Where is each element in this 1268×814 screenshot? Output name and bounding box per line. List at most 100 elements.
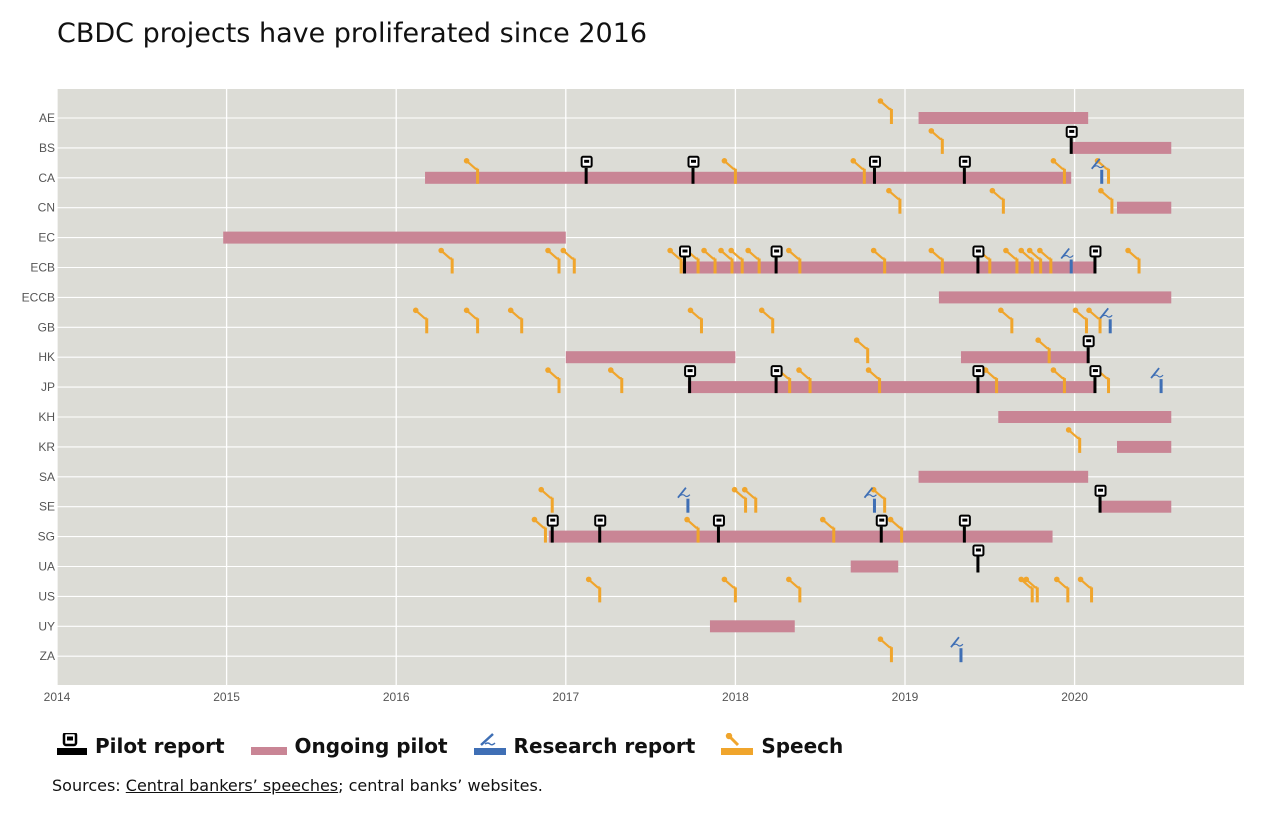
speech-icon (701, 247, 717, 274)
report-marker (879, 526, 883, 543)
research-marker (959, 648, 963, 663)
speech-marker (730, 258, 734, 274)
row-label: CN (38, 201, 55, 215)
row-label: ZA (40, 649, 55, 663)
quill-stroke (1101, 314, 1113, 318)
speech-icon (998, 307, 1014, 334)
row-label: JP (41, 380, 55, 394)
document-screen (687, 369, 693, 373)
document-icon (546, 514, 559, 543)
report-marker (1098, 496, 1102, 513)
quill-stroke (1152, 374, 1164, 378)
speech-marker (862, 168, 866, 184)
speech-marker (696, 258, 700, 274)
document-screen (872, 159, 878, 163)
speech-icon (545, 367, 561, 394)
speech-icon (853, 337, 870, 364)
speech-marker (798, 587, 802, 603)
document-icon (1089, 365, 1102, 394)
speech-icon (545, 247, 561, 274)
x-tick-label: 2019 (892, 690, 919, 704)
row-label: UA (38, 560, 55, 574)
report-marker (976, 257, 980, 274)
speech-icon (531, 516, 547, 543)
report-marker (598, 526, 602, 543)
x-tick-label: 2018 (722, 690, 749, 704)
speech-marker (754, 497, 758, 513)
document-screen (1086, 339, 1092, 343)
sources-link[interactable]: Central bankers’ speeches (125, 776, 339, 795)
speech-marker (1047, 348, 1051, 364)
speech-marker (1137, 258, 1141, 274)
document-screen (691, 159, 696, 163)
gavel-microphone-icon (721, 733, 754, 755)
speech-marker (1090, 587, 1094, 603)
row-label: ECB (30, 261, 55, 275)
x-tick-label: 2015 (213, 690, 240, 704)
document-icon (1082, 335, 1095, 364)
document-icon (687, 155, 700, 184)
quill-pen-icon (1099, 307, 1113, 334)
document-icon (57, 733, 87, 755)
speech-marker (1062, 378, 1066, 394)
legend-item-pilot-report: Pilot report (55, 733, 225, 759)
document-icon (875, 514, 888, 543)
quill-pen-icon (1150, 367, 1164, 394)
x-tick-label: 2014 (44, 690, 71, 704)
report-marker (872, 167, 876, 184)
quill-pen-icon (473, 733, 506, 755)
document-screen (1098, 488, 1104, 492)
speech-marker (1030, 258, 1034, 274)
ongoing-pilot-bar (709, 620, 795, 633)
document-screen (975, 249, 981, 253)
speech-icon (1086, 307, 1102, 334)
x-tick-label: 2017 (552, 690, 579, 704)
speech-icon (1026, 247, 1043, 274)
x-axis: 2014 2015 2016 2017 2018 2019 2020 (44, 690, 1089, 704)
speech-marker (1107, 378, 1111, 394)
quill-shaft (950, 636, 960, 648)
speech-icon (1050, 158, 1066, 184)
speech-marker (476, 318, 480, 334)
speech-marker (557, 258, 561, 274)
speech-marker (476, 168, 480, 184)
row-label: SG (38, 530, 55, 544)
speech-icon (786, 576, 802, 603)
speech-marker (808, 378, 812, 394)
speech-icon (667, 247, 683, 274)
quill-pen-icon (677, 487, 691, 513)
ongoing-pilot-bar (1100, 500, 1172, 513)
x-tick-label: 2016 (383, 690, 410, 704)
speech-marker (1062, 168, 1066, 184)
speech-icon (850, 158, 866, 184)
speech-marker (1049, 258, 1053, 274)
sources-note: Sources: Central bankers’ speeches; cent… (52, 776, 543, 795)
speech-marker (832, 527, 836, 543)
speech-marker (1084, 318, 1088, 334)
speech-marker (1110, 198, 1114, 214)
document-screen (1092, 249, 1098, 253)
document-icon (712, 514, 725, 543)
report-marker (774, 377, 778, 394)
speech-marker (940, 258, 944, 274)
speech-marker (744, 497, 748, 513)
speech-marker (771, 318, 775, 334)
speech-marker (598, 587, 602, 603)
speech-icon (1003, 247, 1019, 274)
document-icon (679, 245, 692, 274)
speech-marker (798, 258, 802, 274)
quill-pen-icon (950, 636, 964, 663)
document-screen (716, 518, 722, 522)
speech-icon (731, 486, 748, 513)
speech-icon (745, 247, 761, 274)
speech-marker (1030, 587, 1034, 603)
speech-marker (543, 527, 547, 543)
report-marker (688, 377, 692, 394)
speech-marker (520, 318, 524, 334)
legend-label: Pilot report (95, 734, 225, 758)
speech-marker (740, 258, 744, 274)
speech-icon (507, 307, 524, 334)
speech-marker (572, 258, 576, 274)
research-marker (686, 498, 690, 513)
speech-icon (721, 158, 737, 184)
